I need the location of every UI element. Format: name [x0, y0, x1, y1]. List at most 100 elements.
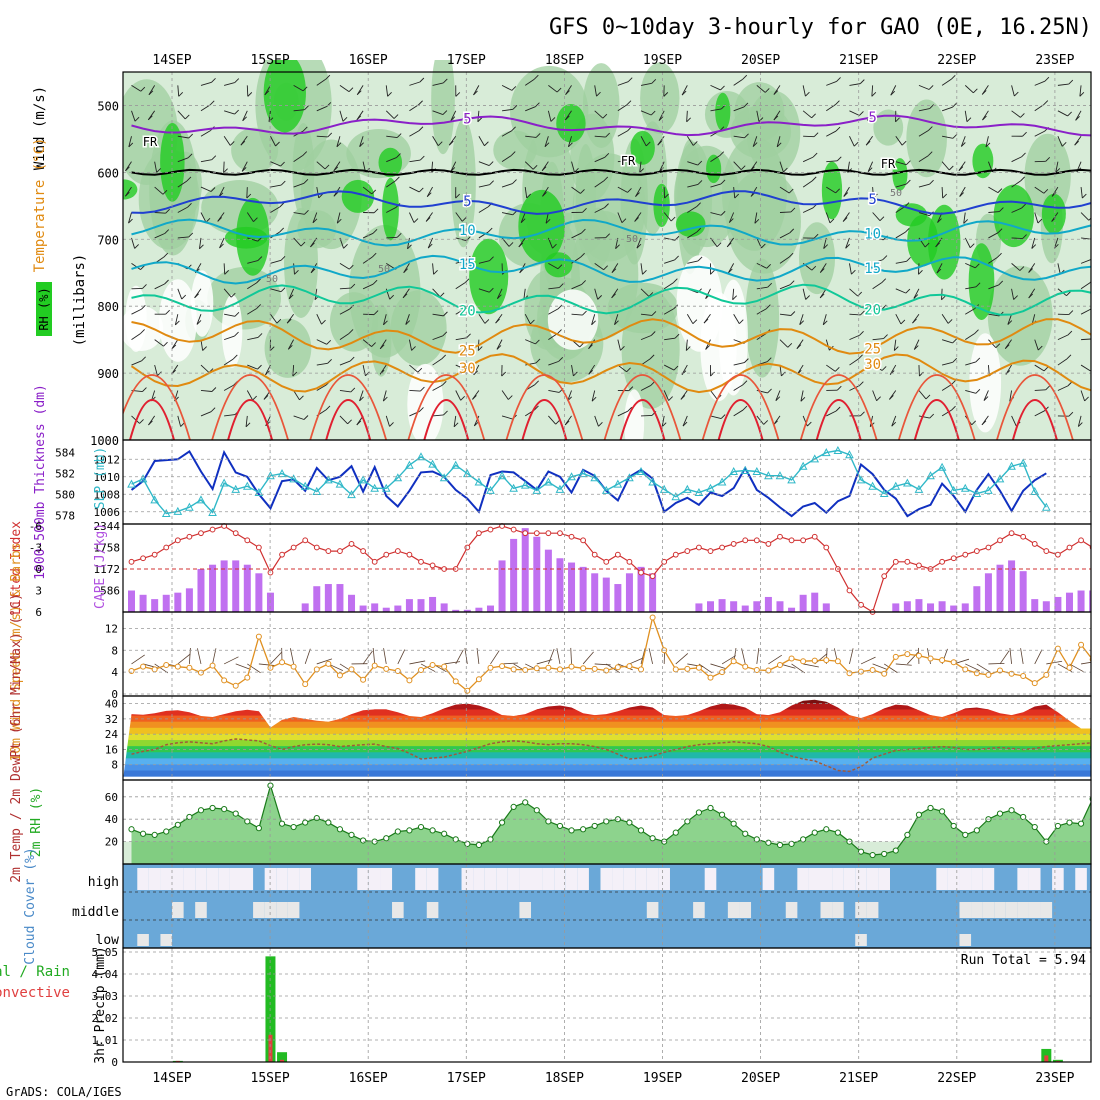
wind-barb — [224, 414, 236, 417]
wind-barb-flag — [455, 92, 461, 97]
wind-speed-point — [649, 614, 656, 621]
wind-barb — [913, 339, 920, 350]
surface-isotherm-outer-arc-1 — [211, 374, 289, 441]
wind-barb — [756, 110, 760, 122]
wind-barb-10m — [548, 648, 555, 665]
wind-speed-point — [522, 666, 529, 673]
wind-barb-flag — [256, 278, 261, 284]
rh-mid-region-54 — [906, 99, 947, 178]
thickness-point — [694, 487, 704, 496]
wind-barb-flag — [455, 193, 460, 199]
wind-barb — [223, 288, 232, 298]
wind-speed-point — [360, 676, 367, 683]
wind-barb-flag — [580, 189, 585, 194]
wind-barb-flag — [1082, 193, 1087, 199]
cape-bar — [452, 609, 460, 612]
wind-barb-flag — [246, 193, 252, 199]
thickness-point — [405, 460, 414, 469]
wind-barb — [432, 358, 442, 366]
wind-barb-flag — [983, 396, 989, 401]
wind-barb-flag — [347, 419, 352, 425]
wind-barb-flag — [512, 179, 517, 184]
wind-barb — [941, 339, 953, 344]
wind-barb — [941, 384, 952, 391]
wind-barb — [432, 82, 444, 86]
wind-speed-point — [1078, 641, 1085, 648]
rh-mid-region-38 — [292, 123, 315, 220]
surface-isotherm-arc-3 — [423, 399, 470, 441]
wind-barb — [293, 415, 305, 420]
wind-barb — [988, 232, 999, 239]
wind-barb — [594, 207, 605, 213]
rh2m-point — [834, 829, 841, 836]
wind-barb-flag — [178, 92, 184, 97]
wind-barb — [826, 130, 837, 137]
wind-barb — [895, 183, 907, 188]
cape-bar — [533, 536, 541, 612]
wind-barb-flag — [162, 189, 168, 195]
wind-barb-flag — [952, 357, 958, 363]
wind-barb — [544, 136, 549, 147]
wind-barb-flag — [614, 320, 619, 325]
wind-barb-flag — [882, 255, 888, 260]
wind-barb — [941, 409, 952, 417]
cape-bar — [822, 603, 830, 612]
wind-barb-flag — [302, 151, 308, 156]
wind-barb — [913, 288, 920, 299]
rh2m-point — [892, 847, 899, 854]
wind-speed-point — [406, 677, 413, 684]
thickness-point — [717, 477, 727, 486]
wind-barb — [640, 414, 653, 417]
wind-barb-flag — [511, 126, 516, 132]
wind-barb-10m — [131, 654, 145, 665]
wind-barb-flag — [420, 386, 425, 392]
surface-isotherm-outer-arc-8 — [897, 374, 976, 441]
wind-barb — [640, 385, 652, 391]
wind-barb — [1034, 80, 1046, 86]
wind-barb-flag — [181, 294, 187, 300]
wind-barb-10m — [455, 649, 464, 665]
wind-barb — [663, 212, 672, 222]
wind-barb-flag — [472, 395, 477, 400]
wind-barb — [779, 161, 784, 173]
lifted-index-point — [1066, 544, 1073, 551]
cloud-gap-high — [878, 868, 890, 890]
wind-barb-flag — [1031, 244, 1037, 249]
wind-barb-flag — [860, 79, 865, 84]
isotherm-label-2-0: 10 — [459, 223, 476, 239]
cross-ylabel-wind: Wind (m/s) — [32, 86, 48, 170]
thickness-point — [520, 480, 530, 489]
temp-color-band-6 — [123, 733, 1091, 741]
wind-barb — [710, 84, 721, 91]
wind-barb-flag — [627, 188, 632, 193]
rh-moist-region-15 — [972, 143, 994, 179]
wind-barb-flag — [941, 295, 946, 301]
wind-barb-10m — [629, 657, 645, 665]
wind-barb-flag — [333, 191, 339, 197]
cloud-gap-high — [542, 868, 555, 890]
wind-speed-point — [846, 670, 853, 677]
lifted-index-point — [174, 537, 181, 544]
wind-barb — [756, 308, 767, 315]
wind-barb-flag — [918, 270, 923, 275]
x-tick-label-bottom-4: 18SEP — [545, 1071, 584, 1086]
wind-barb-flag — [303, 178, 309, 184]
wind-barb — [265, 364, 271, 376]
wind-barb-flag — [336, 218, 342, 224]
cloud-gap-low — [137, 934, 149, 946]
wind-barb — [150, 136, 156, 147]
wind-barb-flag — [372, 228, 378, 234]
wind-barb — [524, 187, 528, 199]
rh2m-point — [510, 803, 517, 810]
wind-barb-flag — [359, 396, 364, 402]
wind-barb-10m — [397, 649, 406, 665]
wind-speed-point — [834, 658, 841, 665]
lifted-index-point — [626, 558, 633, 565]
wind-barb — [432, 110, 444, 115]
wind-barb-flag — [534, 405, 539, 411]
surface-isotherm-outer-arc-2 — [309, 374, 388, 441]
wind-barb — [224, 313, 236, 317]
wind-barb-flag — [1066, 291, 1071, 296]
wind-barb-flag — [501, 371, 506, 377]
wind-barb-flag — [829, 218, 835, 224]
